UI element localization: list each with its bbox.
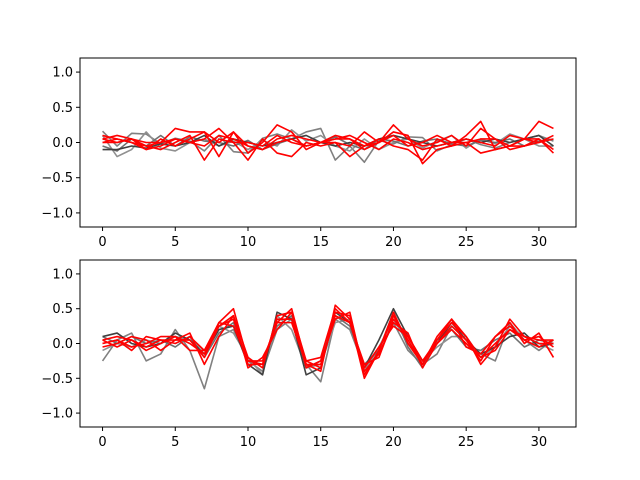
y-tick-label-bottom-1: 0.5 xyxy=(52,302,73,317)
series-line-top-5 xyxy=(102,124,554,158)
x-tick-label-top-4: 20 xyxy=(385,235,402,250)
series-line-bottom-9 xyxy=(102,314,554,369)
y-tick-label-top-3: −0.5 xyxy=(41,171,73,186)
x-tick-label-bottom-4: 20 xyxy=(385,435,402,450)
series-line-top-7 xyxy=(102,134,555,161)
x-tick-label-bottom-0: 0 xyxy=(98,435,106,450)
x-tick-label-top-6: 30 xyxy=(531,235,548,250)
ticks-layer-bottom: 0 5 10 15 20 25 30 1.0 0.5 0.0 −0.5 −1.0 xyxy=(41,267,547,450)
x-tick-label-top-1: 5 xyxy=(171,235,179,250)
series-line-top-9 xyxy=(102,134,554,151)
subplot-top: 0 5 10 15 20 25 30 1.0 0.5 0.0 −0.5 −1.0 xyxy=(41,57,577,250)
ticks-layer-top: 0 5 10 15 20 25 30 1.0 0.5 0.0 −0.5 −1.0 xyxy=(41,66,547,250)
y-tick-label-bottom-0: 1.0 xyxy=(52,267,73,282)
series-layer-bottom xyxy=(101,304,555,390)
x-tick-label-top-5: 25 xyxy=(458,235,475,250)
x-tick-label-top-3: 15 xyxy=(312,235,329,250)
x-tick-label-top-2: 10 xyxy=(240,235,257,250)
y-tick-label-top-2: 0.0 xyxy=(52,136,73,151)
series-line-bottom-6 xyxy=(102,307,554,369)
x-tick-label-bottom-3: 15 xyxy=(312,435,329,450)
y-tick-label-top-4: −1.0 xyxy=(41,206,73,221)
y-tick-label-top-0: 1.0 xyxy=(52,66,73,81)
x-tick-label-bottom-1: 5 xyxy=(171,435,179,450)
x-tick-label-top-0: 0 xyxy=(98,235,106,250)
y-tick-label-bottom-4: −1.0 xyxy=(41,407,73,422)
x-tick-label-bottom-5: 25 xyxy=(458,435,475,450)
y-tick-label-bottom-3: −0.5 xyxy=(41,372,73,387)
x-tick-label-bottom-6: 30 xyxy=(531,435,548,450)
series-layer-top xyxy=(101,120,555,165)
subplot-bottom: 0 5 10 15 20 25 30 1.0 0.5 0.0 −0.5 −1.0 xyxy=(41,259,577,450)
y-tick-label-bottom-2: 0.0 xyxy=(52,337,73,352)
x-tick-label-bottom-2: 10 xyxy=(240,435,257,450)
y-tick-label-top-1: 0.5 xyxy=(52,101,73,116)
